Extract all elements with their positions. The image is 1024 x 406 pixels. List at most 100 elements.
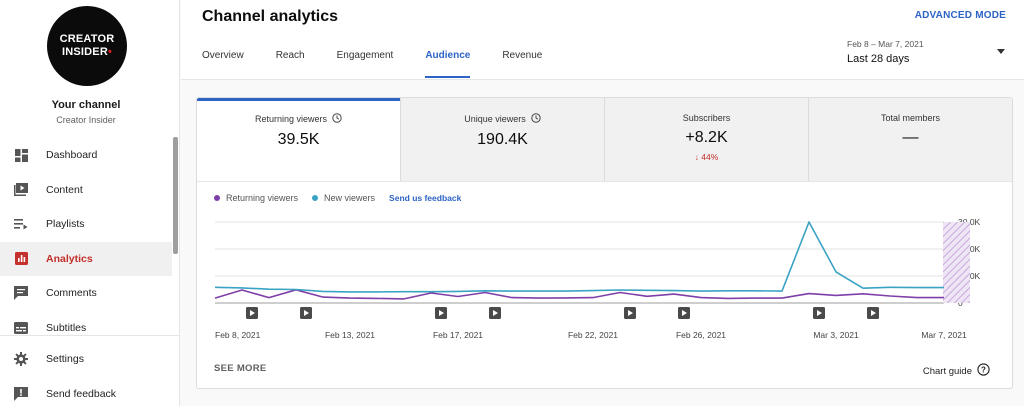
date-range-label: Last 28 days xyxy=(847,53,910,65)
metric-value: 190.4K xyxy=(477,131,528,148)
x-tick-label: Feb 8, 2021 xyxy=(215,330,261,340)
sidebar-item-label: Content xyxy=(46,183,83,196)
legend-item-returning[interactable]: Returning viewers xyxy=(214,193,298,203)
advanced-mode-button[interactable]: ADVANCED MODE xyxy=(914,10,1006,21)
help-icon: ? xyxy=(977,363,990,379)
audience-card: Returning viewers 39.5K Unique viewers 1… xyxy=(196,97,1013,389)
avatar-line-1: CREATOR xyxy=(59,33,115,45)
legend-label: Returning viewers xyxy=(226,193,299,203)
dashboard-icon xyxy=(14,148,28,162)
sidebar-item-label: Dashboard xyxy=(46,149,98,162)
sidebar-item-label: Playlists xyxy=(46,218,85,231)
avatar-line-2: INSIDER• xyxy=(61,46,113,58)
metric-label-row: Subscribers xyxy=(605,113,808,123)
sidebar-item-playlists[interactable]: Playlists xyxy=(0,207,172,242)
legend-item-new[interactable]: New viewers xyxy=(312,193,375,203)
metric-value: +8.2K xyxy=(685,129,728,146)
sidebar-item-subtitles[interactable]: Subtitles xyxy=(0,311,172,346)
metric-label-row: Returning viewers xyxy=(197,113,400,125)
avatar[interactable]: CREATOR INSIDER• xyxy=(47,6,127,86)
page-title: Channel analytics xyxy=(202,8,339,25)
chart-legend: Returning viewers New viewers Send us fe… xyxy=(214,193,461,203)
sidebar-item-dashboard[interactable]: Dashboard xyxy=(0,138,172,173)
dropdown-arrow-icon[interactable] xyxy=(997,49,1005,54)
clock-icon[interactable] xyxy=(332,113,342,125)
subtitles-icon xyxy=(14,321,28,335)
sidebar-item-label: Send feedback xyxy=(46,387,117,400)
comments-icon xyxy=(14,286,28,301)
analytics-icon xyxy=(14,252,28,266)
video-marker-play xyxy=(682,310,687,316)
metric-label-row: Total members xyxy=(809,113,1012,123)
partial-data-highlight xyxy=(943,222,970,303)
sidebar-item-comments[interactable]: Comments xyxy=(0,276,172,311)
sidebar-scrollbar[interactable] xyxy=(173,137,178,254)
sidebar-item-analytics[interactable]: Analytics xyxy=(0,241,172,276)
video-marker-play xyxy=(628,310,633,316)
date-range-dates: Feb 8 – Mar 7, 2021 xyxy=(847,39,924,49)
legend-label: New viewers xyxy=(324,193,376,203)
video-marker-play xyxy=(304,310,309,316)
tab-reach[interactable]: Reach xyxy=(275,50,305,61)
playlists-icon xyxy=(14,217,28,231)
x-tick-label: Feb 26, 2021 xyxy=(676,330,726,340)
x-tick-label: Mar 3, 2021 xyxy=(813,330,859,340)
x-tick-label: Feb 17, 2021 xyxy=(433,330,483,340)
chart-guide-label: Chart guide xyxy=(922,365,972,377)
metric-delta: ↓ 44% xyxy=(694,152,719,162)
video-marker-play xyxy=(439,310,444,316)
date-range-picker[interactable]: Feb 8 – Mar 7, 2021 Last 28 days xyxy=(847,39,924,65)
video-marker-play xyxy=(250,310,255,316)
metric-label: Returning viewers xyxy=(254,114,328,124)
metric-returning-viewers[interactable]: Returning viewers 39.5K xyxy=(197,98,401,181)
metric-total-members[interactable]: Total members — xyxy=(809,98,1012,181)
metric-label: Subscribers xyxy=(682,113,731,123)
sidebar: CREATOR INSIDER• Your channel Creator In… xyxy=(0,0,180,406)
analytics-tabs: Overview Reach Engagement Audience Reven… xyxy=(202,50,574,78)
sidebar-item-label: Subtitles xyxy=(46,321,87,334)
page-header: Channel analytics ADVANCED MODE Overview… xyxy=(181,0,1024,80)
svg-text:?: ? xyxy=(981,365,986,374)
metric-label: Unique viewers xyxy=(464,114,526,124)
metric-tabs: Returning viewers 39.5K Unique viewers 1… xyxy=(197,98,1012,182)
tab-overview[interactable]: Overview xyxy=(202,50,244,61)
metric-label: Total members xyxy=(880,113,941,123)
metric-subscribers[interactable]: Subscribers +8.2K ↓ 44% xyxy=(605,98,809,181)
sidebar-item-content[interactable]: Content xyxy=(0,173,172,208)
chart-guide-button[interactable]: Chart guide ? xyxy=(923,363,990,379)
send-feedback-link[interactable]: Send us feedback xyxy=(389,193,462,203)
tab-revenue[interactable]: Revenue xyxy=(502,50,543,61)
sidebar-bottom-nav: Settings Send feedback xyxy=(0,342,172,406)
feedback-icon xyxy=(14,386,28,401)
metric-value: 39.5K xyxy=(277,131,320,148)
sidebar-item-label: Comments xyxy=(46,287,97,300)
series-line-returning-viewers xyxy=(214,289,944,300)
channel-name: Creator Insider xyxy=(56,115,116,125)
settings-icon xyxy=(14,352,28,367)
video-marker-play xyxy=(817,310,822,316)
x-tick-label: Feb 22, 2021 xyxy=(568,330,618,340)
clock-icon[interactable] xyxy=(531,113,541,125)
content-icon xyxy=(14,183,28,197)
x-tick-label: Mar 7, 2021 xyxy=(921,330,967,340)
sidebar-item-settings[interactable]: Settings xyxy=(0,342,172,377)
series-line-new-viewers xyxy=(214,221,944,293)
metric-label-row: Unique viewers xyxy=(401,113,604,125)
see-more-button[interactable]: SEE MORE xyxy=(214,363,267,374)
sidebar-item-label: Settings xyxy=(46,353,84,366)
sidebar-nav: Dashboard Content Playlists Analytics xyxy=(0,138,172,345)
legend-dot xyxy=(312,195,319,201)
video-marker-play xyxy=(871,310,876,316)
legend-dot xyxy=(214,195,220,201)
video-marker-play xyxy=(493,310,498,316)
sidebar-item-label: Analytics xyxy=(46,252,93,265)
sidebar-divider xyxy=(0,335,180,336)
sidebar-item-send-feedback[interactable]: Send feedback xyxy=(0,377,172,406)
tab-audience[interactable]: Audience xyxy=(425,50,471,78)
metric-value: — xyxy=(902,129,919,146)
x-tick-label: Feb 13, 2021 xyxy=(325,330,375,340)
tab-engagement[interactable]: Engagement xyxy=(336,50,394,61)
metric-unique-viewers[interactable]: Unique viewers 190.4K xyxy=(401,98,605,181)
